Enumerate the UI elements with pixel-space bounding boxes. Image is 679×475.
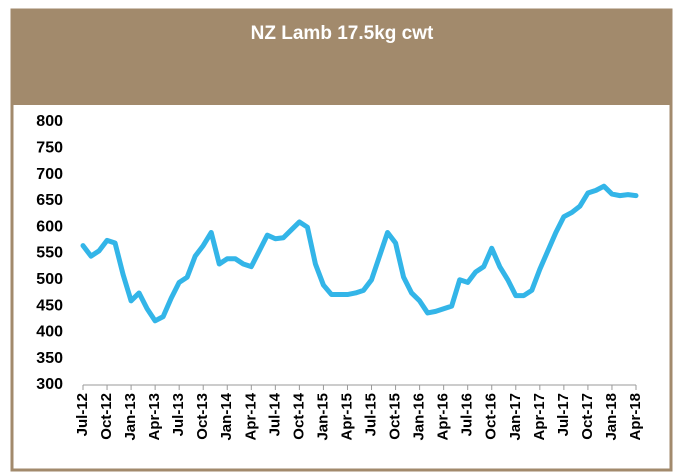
x-tick-label: Oct-14	[290, 392, 307, 439]
data-line	[80, 183, 639, 324]
x-tick-label: Jan-17	[507, 393, 524, 441]
x-tick-label: Apr-13	[146, 393, 163, 441]
header-band	[12, 10, 671, 105]
y-tick-label: 500	[36, 271, 63, 288]
x-tick-label: Apr-17	[531, 393, 548, 441]
y-tick-label: 700	[36, 166, 63, 183]
x-tick-label: Oct-16	[483, 393, 500, 440]
x-tick-label: Jan-18	[603, 393, 620, 441]
y-tick-label: 750	[36, 140, 63, 157]
y-tick-label: 350	[36, 350, 63, 367]
x-tick-label: Jul-16	[459, 393, 476, 436]
y-tick-label: 550	[36, 245, 63, 262]
x-tick-label: Oct-13	[194, 393, 211, 440]
x-tick-label: Apr-15	[338, 393, 355, 441]
x-tick-label: Jul-13	[170, 393, 187, 436]
x-tick-label: Jan-13	[122, 393, 139, 441]
y-tick-label: 400	[36, 324, 63, 341]
y-tick-label: 800	[36, 113, 63, 130]
x-tick-label: Apr-16	[435, 393, 452, 441]
y-tick-label: 650	[36, 192, 63, 209]
x-tick-label: Jan-16	[411, 393, 428, 441]
y-tick-label: 300	[36, 376, 63, 393]
x-tick-label: Jul-17	[555, 393, 572, 436]
chart-title: NZ Lamb 17.5kg cwt	[251, 23, 434, 44]
x-tick-label: Oct-17	[579, 393, 596, 440]
x-tick-label: Jan-15	[314, 393, 331, 441]
x-tick-label: Oct-12	[98, 393, 115, 440]
y-tick-label: 450	[36, 297, 63, 314]
x-tick-label: Oct-15	[387, 393, 404, 440]
x-tick-label: Jul-15	[362, 393, 379, 436]
x-tick-label: Jul-14	[266, 392, 283, 436]
y-tick-label: 600	[36, 218, 63, 235]
x-tick-label: Apr-14	[242, 392, 259, 440]
x-tick-label: Jul-12	[74, 393, 91, 436]
x-tick-label: Jan-14	[218, 392, 235, 440]
x-tick-label: Apr-18	[627, 393, 644, 441]
